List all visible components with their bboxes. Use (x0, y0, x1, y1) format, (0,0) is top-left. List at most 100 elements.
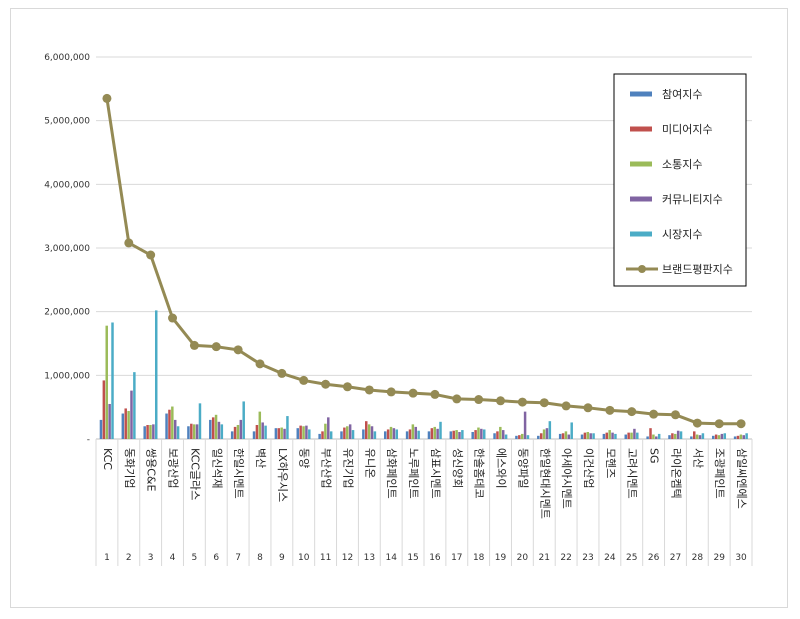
bar-2-10 (299, 425, 302, 439)
x-category-label-27: 라이온켐텍 (669, 448, 682, 499)
x-category-label-23: 이건산업 (582, 448, 595, 488)
legend-label-3: 소통지수 (662, 158, 702, 171)
bar-2-6 (211, 417, 215, 439)
x-category-label-11: 부산산업 (320, 448, 333, 488)
bar-2-29 (714, 434, 718, 439)
bar-4-29 (720, 433, 724, 439)
x-category-label-10: 동양 (298, 448, 311, 468)
bar-3-8 (258, 411, 262, 439)
x-category-label-16: 삼표시멘트 (429, 448, 442, 499)
bar-2-1 (102, 380, 106, 439)
bar-4-3 (152, 424, 155, 439)
bar-3-6 (214, 414, 218, 439)
bar-4-9 (283, 428, 286, 439)
line-point-12 (342, 382, 352, 392)
x-category-label-7: 한일시멘트 (232, 448, 246, 499)
bar-4-28 (698, 435, 702, 439)
bar-2-17 (452, 430, 455, 439)
line-point-6 (211, 342, 221, 352)
bar-5-23 (592, 433, 595, 439)
line-point-30 (736, 419, 746, 429)
bar-2-25 (627, 432, 630, 439)
line-point-7 (233, 345, 243, 355)
bar-3-24 (608, 430, 611, 439)
bar-5-16 (439, 421, 442, 439)
bar-2-8 (255, 424, 259, 439)
bar-2-12 (343, 427, 346, 439)
line-point-18 (474, 395, 484, 405)
bar-2-5 (190, 423, 193, 439)
x-category-label-20: 동양파일 (516, 448, 530, 488)
bar-3-5 (192, 424, 196, 439)
bar-1-24 (602, 433, 606, 439)
bar-4-6 (217, 421, 221, 439)
x-rank-label-27: 27 (670, 553, 681, 563)
x-category-label-19: 에스와이 (495, 448, 508, 488)
x-category-label-6: 일신석재 (210, 448, 224, 488)
x-rank-label-24: 24 (604, 553, 616, 563)
bar-1-29 (711, 435, 715, 439)
x-rank-label-30: 30 (735, 553, 747, 563)
bar-2-16 (430, 428, 434, 439)
bar-5-12 (351, 430, 355, 439)
x-category-label-18: 한솔홈데코 (473, 448, 487, 499)
bar-3-28 (695, 434, 699, 439)
bar-1-22 (558, 433, 562, 439)
legend-label-6: 브랜드평판지수 (662, 263, 733, 276)
bar-1-23 (580, 434, 584, 439)
line-point-20 (517, 397, 527, 407)
bar-2-11 (321, 431, 324, 439)
bar-3-13 (367, 424, 371, 439)
bar-2-15 (408, 429, 412, 439)
x-category-label-26: SG (648, 448, 661, 464)
bar-4-22 (567, 434, 571, 439)
bar-2-21 (539, 433, 543, 439)
x-rank-label-16: 16 (429, 553, 441, 563)
bar-3-30 (739, 434, 743, 439)
bar-1-16 (427, 431, 431, 439)
bar-5-30 (745, 433, 748, 439)
line-point-3 (146, 250, 156, 260)
bar-2-28 (693, 431, 696, 439)
bar-2-22 (561, 433, 565, 439)
bar-5-27 (679, 431, 683, 439)
bar-5-24 (614, 433, 617, 439)
bar-5-5 (198, 403, 202, 439)
bar-3-4 (171, 406, 174, 439)
bar-2-19 (496, 431, 499, 439)
x-rank-label-28: 28 (692, 553, 704, 563)
bar-4-16 (436, 428, 439, 439)
y-tick-label-5: 5,000,000 (44, 117, 90, 127)
bar-3-19 (499, 426, 502, 439)
x-rank-label-23: 23 (582, 553, 593, 563)
x-rank-label-25: 25 (626, 553, 637, 563)
x-category-label-3: 쌍용C&E (145, 448, 158, 491)
x-category-label-1: KCC (101, 448, 114, 470)
bar-3-20 (520, 433, 524, 439)
bar-3-12 (346, 426, 349, 439)
x-rank-label-1: 1 (104, 553, 110, 563)
y-tick-label-0: - (87, 435, 90, 445)
line-point-5 (189, 340, 199, 350)
bar-3-29 (717, 435, 721, 439)
x-rank-label-12: 12 (342, 553, 353, 563)
bar-1-28 (690, 436, 693, 439)
bar-4-13 (370, 426, 374, 439)
x-category-label-12: 유진기업 (341, 448, 354, 488)
bar-1-12 (340, 431, 343, 439)
legend-label-4: 커뮤니티지수 (662, 193, 723, 206)
bar-4-26 (655, 436, 658, 439)
bar-5-17 (461, 430, 464, 439)
bar-2-7 (233, 426, 237, 439)
x-rank-label-7: 7 (235, 553, 241, 563)
bar-5-28 (701, 433, 705, 439)
bar-1-5 (187, 426, 190, 439)
line-point-19 (496, 396, 506, 406)
x-rank-label-19: 19 (495, 553, 507, 563)
bar-1-4 (165, 413, 168, 439)
x-category-label-21: 한일현대시멘트 (538, 448, 552, 519)
bar-1-20 (515, 435, 518, 439)
x-category-label-4: 보광산업 (167, 448, 180, 488)
line-point-13 (364, 385, 374, 395)
line-point-1 (102, 93, 112, 103)
